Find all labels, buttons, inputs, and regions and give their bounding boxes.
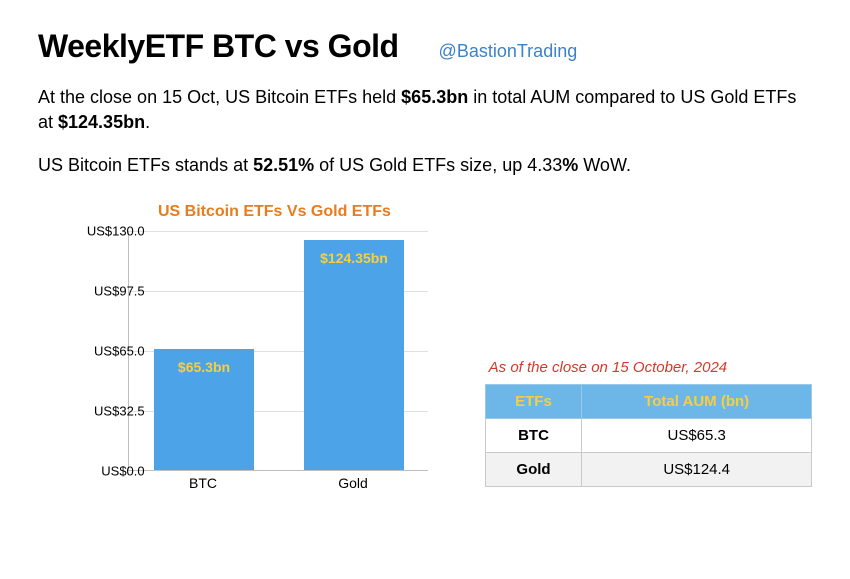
chart-y-tick: US$32.5 <box>65 403 145 418</box>
table-cell-value: US$124.4 <box>582 452 812 486</box>
btc-aum-bold: $65.3bn <box>401 87 468 107</box>
table-cell-value: US$65.3 <box>582 418 812 452</box>
table-header-aum: Total AUM (bn) <box>582 384 812 418</box>
text: . <box>145 112 150 132</box>
table-cell-label: Gold <box>485 452 582 486</box>
chart-plot-area: $65.3bn $124.35bn <box>128 231 428 471</box>
summary-paragraph-1: At the close on 15 Oct, US Bitcoin ETFs … <box>38 85 808 135</box>
chart-x-tick: BTC <box>153 475 253 491</box>
chart-y-tick: US$0.0 <box>65 463 145 478</box>
chart-y-tick: US$65.0 <box>65 343 145 358</box>
text: of US Gold ETFs size, up 4.33 <box>314 155 562 175</box>
chart-bar: $124.35bn <box>304 240 404 470</box>
chart-y-tick: US$130.0 <box>65 223 145 238</box>
twitter-handle[interactable]: @BastionTrading <box>439 41 578 62</box>
table-row: Gold US$124.4 <box>485 452 811 486</box>
table-cell-label: BTC <box>485 418 582 452</box>
chart-y-tick: US$97.5 <box>65 283 145 298</box>
data-table-block: As of the close on 15 October, 2024 ETFs… <box>485 359 812 487</box>
header: WeeklyETF BTC vs Gold @BastionTrading <box>38 28 812 65</box>
pct-sign-bold: % <box>562 155 578 175</box>
text: At the close on 15 Oct, US Bitcoin ETFs … <box>38 87 401 107</box>
chart-bar: $65.3bn <box>154 349 254 470</box>
chart-gridline <box>129 231 428 232</box>
summary-paragraph-2: US Bitcoin ETFs stands at 52.51% of US G… <box>38 153 808 178</box>
table-row: BTC US$65.3 <box>485 418 811 452</box>
pct-bold: 52.51% <box>253 155 314 175</box>
chart-bar-label: $124.35bn <box>304 250 404 266</box>
text: US Bitcoin ETFs stands at <box>38 155 253 175</box>
text: WoW. <box>578 155 631 175</box>
page-title: WeeklyETF BTC vs Gold <box>38 28 399 65</box>
chart-bar-label: $65.3bn <box>154 359 254 375</box>
chart-x-tick: Gold <box>303 475 403 491</box>
gold-aum-bold: $124.35bn <box>58 112 145 132</box>
bar-chart: US Bitcoin ETFs Vs Gold ETFs $65.3bn $124… <box>38 197 455 517</box>
table-caption: As of the close on 15 October, 2024 <box>485 359 812 376</box>
table-header-row: ETFs Total AUM (bn) <box>485 384 811 418</box>
content-row: US Bitcoin ETFs Vs Gold ETFs $65.3bn $124… <box>38 197 812 517</box>
table-header-etfs: ETFs <box>485 384 582 418</box>
data-table: ETFs Total AUM (bn) BTC US$65.3 Gold US$… <box>485 384 812 487</box>
chart-title: US Bitcoin ETFs Vs Gold ETFs <box>158 203 391 221</box>
